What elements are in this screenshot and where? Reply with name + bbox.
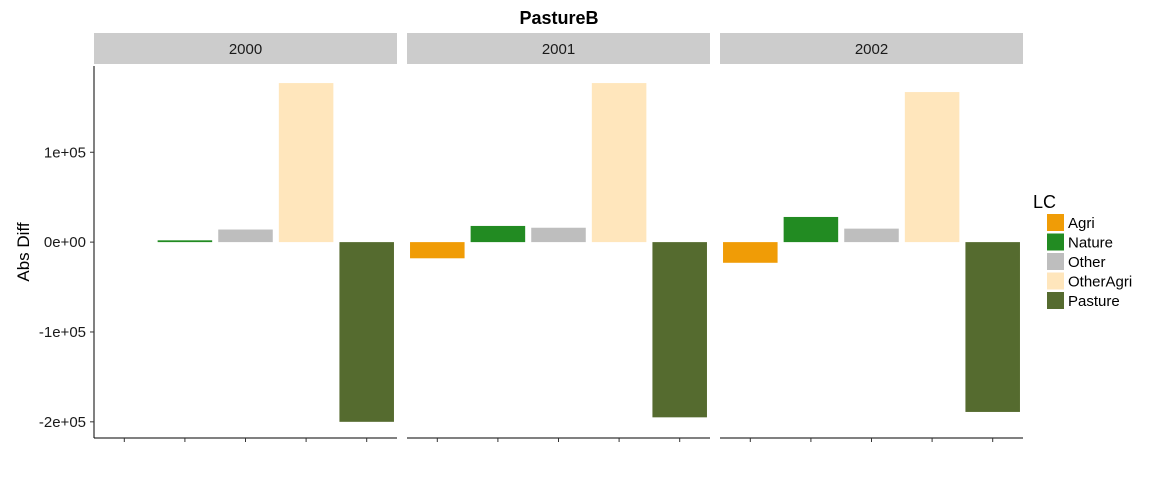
legend-swatch-agri bbox=[1047, 214, 1064, 231]
bar-2000-other bbox=[218, 229, 273, 243]
facet-panels: 2000 2001 2002 bbox=[94, 33, 1023, 442]
bar-2002-otheragri bbox=[904, 92, 960, 243]
bar-2002-nature bbox=[783, 216, 839, 243]
legend: LC Agri Nature Other OtherAgri Pasture bbox=[1033, 192, 1132, 310]
legend-swatch-other bbox=[1047, 253, 1064, 270]
bar-2002-pasture bbox=[965, 242, 1020, 412]
y-tick-label: -2e+05 bbox=[39, 414, 86, 431]
bar-2001-other bbox=[531, 227, 586, 243]
bar-2000-otheragri bbox=[278, 83, 334, 243]
legend-title: LC bbox=[1033, 192, 1056, 212]
legend-swatch-pasture bbox=[1047, 292, 1064, 309]
legend-swatch-otheragri bbox=[1047, 272, 1064, 290]
y-tick-label: -1e+05 bbox=[39, 324, 86, 341]
bar-2001-pasture bbox=[652, 242, 707, 418]
facet-panel-2002: 2002 bbox=[720, 33, 1023, 442]
facet-strip bbox=[94, 33, 397, 64]
chart-title: PastureB bbox=[519, 8, 598, 28]
bar-2000-nature bbox=[157, 240, 213, 243]
bar-2000-pasture bbox=[339, 242, 394, 422]
y-tick-label: 1e+05 bbox=[44, 144, 86, 161]
facet-strip-label: 2002 bbox=[855, 41, 888, 58]
facet-panel-2001: 2001 bbox=[407, 33, 710, 442]
bar-2002-agri bbox=[723, 242, 778, 263]
bar-2001-otheragri bbox=[591, 83, 647, 243]
y-axis-title: Abs Diff bbox=[14, 222, 33, 281]
legend-swatch-nature bbox=[1047, 233, 1064, 251]
facet-panel-2000: 2000 bbox=[94, 33, 397, 442]
facet-strip bbox=[407, 33, 710, 64]
bar-2001-nature bbox=[470, 225, 526, 243]
y-axis: 1e+05 0e+00 -1e+05 -2e+05 bbox=[39, 66, 95, 438]
legend-label-pasture: Pasture bbox=[1068, 293, 1120, 310]
bar-2001-agri bbox=[410, 242, 465, 259]
legend-label-nature: Nature bbox=[1068, 235, 1113, 252]
legend-label-other: Other bbox=[1068, 254, 1106, 271]
facet-strip bbox=[720, 33, 1023, 64]
bar-2002-other bbox=[844, 228, 899, 243]
facet-strip-label: 2000 bbox=[229, 41, 262, 58]
legend-label-otheragri: OtherAgri bbox=[1068, 274, 1132, 291]
facet-strip-label: 2001 bbox=[542, 41, 575, 58]
legend-label-agri: Agri bbox=[1068, 215, 1095, 232]
y-tick-label: 0e+00 bbox=[44, 234, 86, 251]
